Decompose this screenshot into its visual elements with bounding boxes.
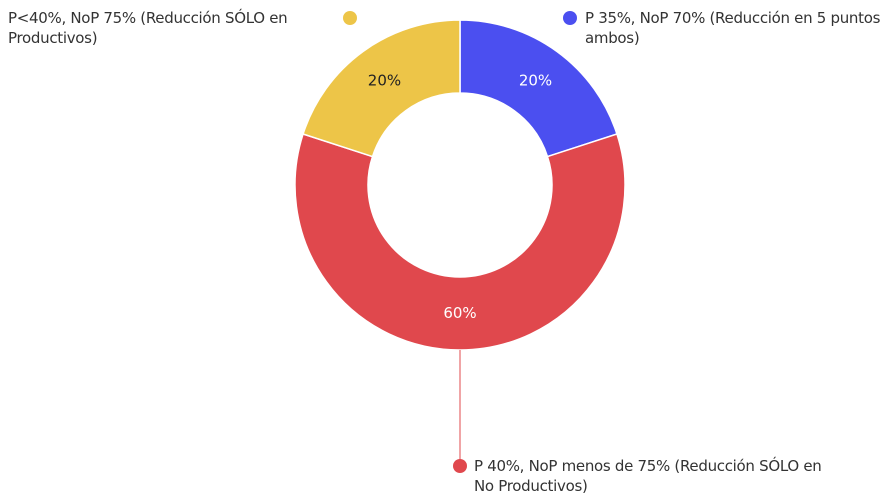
- legend-dot: [343, 11, 357, 25]
- category-label: P 35%, NoP 70% (Reducción en 5 puntos am…: [585, 9, 881, 47]
- value-label: 60%: [443, 304, 476, 322]
- donut-segment: [302, 19, 461, 158]
- donut-segment: [294, 133, 626, 351]
- category-label: P<40%, NoP 75% (Reducción SÓLO en Produc…: [8, 9, 288, 47]
- value-label: 20%: [519, 72, 552, 90]
- donut-segment: [459, 19, 618, 158]
- category-label: P 40%, NoP menos de 75% (Reducción SÓLO …: [474, 457, 822, 495]
- legend-dot: [453, 459, 467, 473]
- value-label: 20%: [368, 72, 401, 90]
- legend-dot: [563, 11, 577, 25]
